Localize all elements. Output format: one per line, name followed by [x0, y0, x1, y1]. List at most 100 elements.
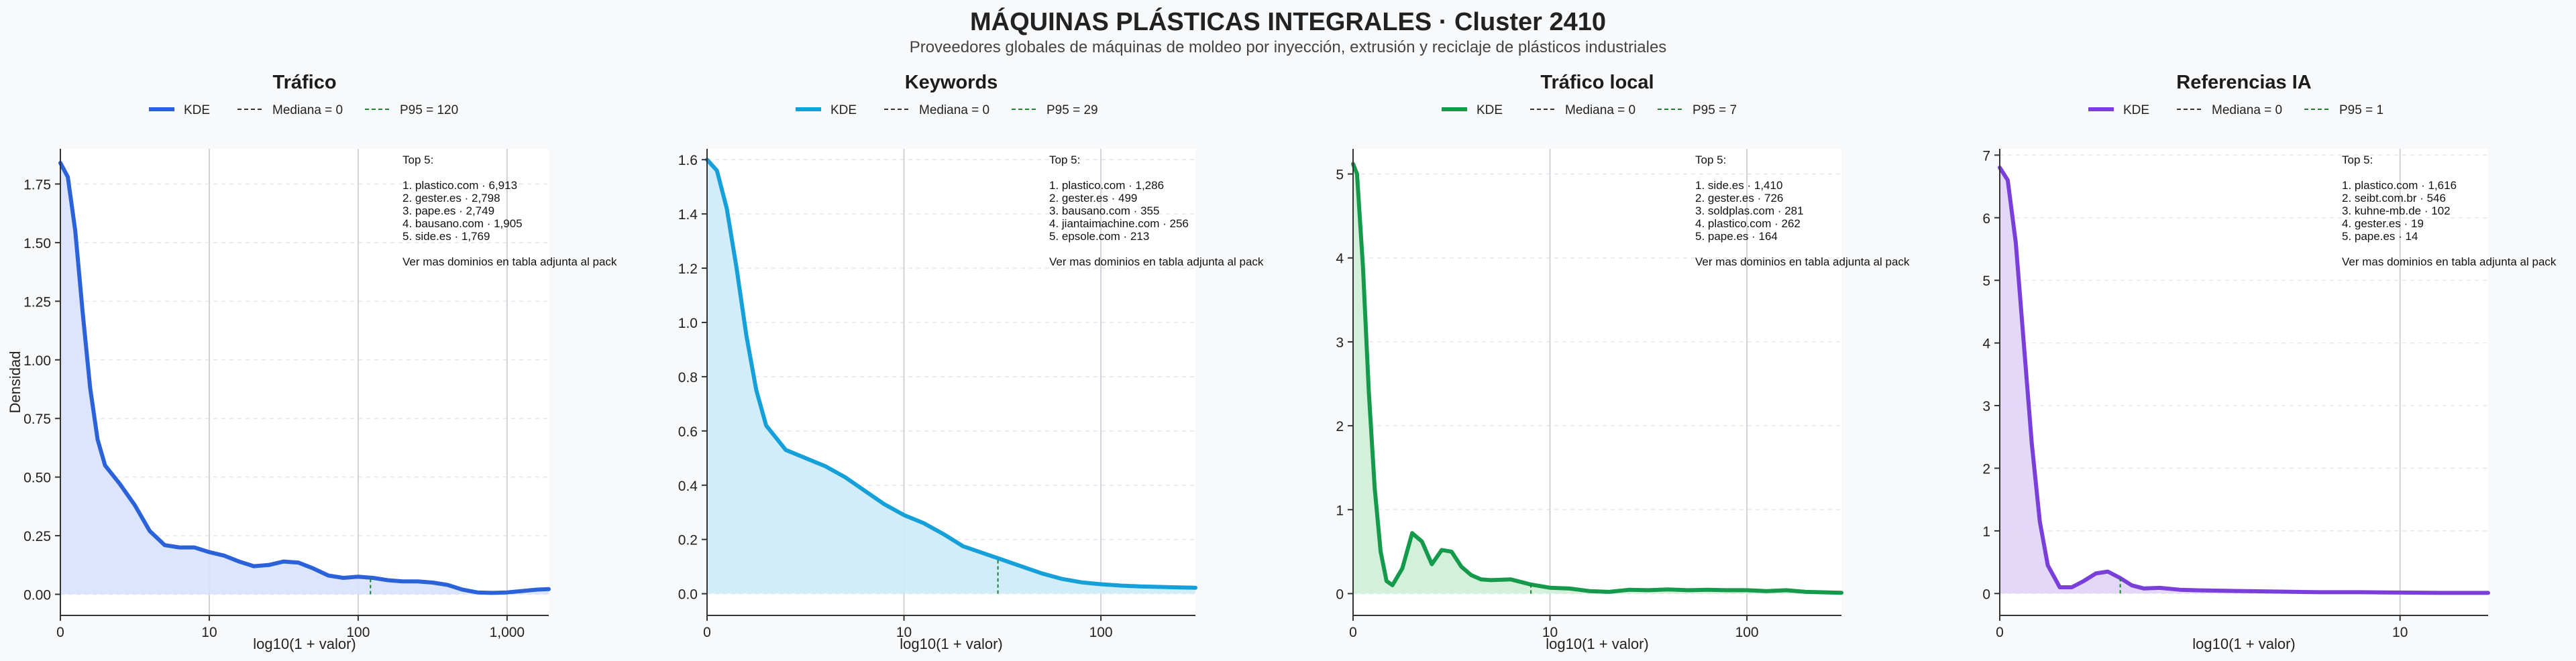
x-axis-label: log10(1 + valor)	[1546, 636, 1648, 652]
kde-line	[1998, 166, 2490, 595]
legend-kde-label: KDE	[2123, 103, 2149, 117]
figure-subtitle: Proveedores globales de máquinas de mold…	[909, 38, 1667, 56]
figure-title: MÁQUINAS PLÁSTICAS INTEGRALES · Cluster …	[969, 8, 1607, 36]
top5-item: 1. plastico.com · 1,616	[2342, 179, 2457, 192]
legend-kde-label: KDE	[1477, 103, 1503, 117]
figure-header: MÁQUINAS PLÁSTICAS INTEGRALES · Cluster …	[0, 7, 2576, 58]
kde-line	[705, 158, 1197, 590]
y-tick-label: 0.8	[678, 370, 698, 385]
y-tick-label: 0.75	[23, 412, 51, 427]
top5-note: Ver mas dominios en tabla adjunta al pac…	[1049, 255, 1264, 268]
y-tick-label: 4	[1336, 251, 1344, 267]
chart-panel-4: 0 1 2 3 4 5 6 7 0 10 log10(1 + valor) Referencias I…	[1982, 72, 2557, 652]
chart-panel-3: 0 1 2 3 4 5 0 10 100 log10(1 + valor) Tráfico loca…	[1336, 72, 1910, 652]
x-axis-label: log10(1 + valor)	[253, 636, 356, 652]
top5-item: 5. epsole.com · 213	[1049, 230, 1149, 243]
kde-line	[58, 161, 551, 595]
y-tick-label: 6	[1982, 211, 1990, 227]
top5-title: Top 5:	[1049, 154, 1080, 166]
y-tick-label: 5	[1336, 168, 1344, 183]
kde-area	[60, 163, 549, 595]
y-tick-label: 1	[1982, 524, 1990, 540]
legend-median-label: Mediana = 0	[2212, 103, 2282, 117]
panel-title: Keywords	[905, 72, 998, 93]
y-tick-label: 1.75	[23, 177, 51, 192]
top5-item: 5. side.es · 1,769	[402, 230, 490, 243]
top5-item: 4. gester.es · 19	[2342, 217, 2424, 230]
top5-item: 3. kuhne-mb.de · 102	[2342, 204, 2451, 217]
panel-title: Tráfico local	[1540, 72, 1654, 93]
x-tick-label: 10	[2392, 625, 2408, 640]
y-tick-label: 7	[1982, 148, 1990, 164]
y-tick-label: 1.0	[678, 316, 698, 331]
x-tick-label: 1,000	[490, 625, 525, 640]
plot-area	[2000, 149, 2488, 615]
y-tick-label: 1.25	[23, 294, 51, 310]
legend-p95-label: P95 = 29	[1046, 103, 1098, 117]
top5-title: Top 5:	[1695, 154, 1726, 166]
plot-area	[1353, 149, 1841, 615]
top5-item: 4. jiantaimachine.com · 256	[1049, 217, 1189, 230]
legend-kde-label: KDE	[184, 103, 210, 117]
y-tick-label: 3	[1982, 399, 1990, 414]
legend-p95-label: P95 = 7	[1693, 103, 1737, 117]
top5-item: 3. soldplas.com · 281	[1695, 204, 1804, 217]
x-tick-label: 0	[1349, 625, 1357, 640]
y-tick-label: 5	[1982, 274, 1990, 289]
x-tick-label: 100	[346, 625, 370, 640]
top5-item: 4. bausano.com · 1,905	[402, 217, 523, 230]
y-tick-label: 0.6	[678, 424, 698, 440]
y-tick-label: 1.00	[23, 353, 51, 369]
y-tick-label: 1.2	[678, 261, 698, 277]
y-tick-label: 0.50	[23, 471, 51, 486]
top5-note: Ver mas dominios en tabla adjunta al pac…	[2342, 255, 2557, 268]
x-tick-label: 0	[56, 625, 64, 640]
y-tick-label: 1	[1336, 503, 1344, 518]
x-tick-label: 0	[703, 625, 711, 640]
x-tick-label: 100	[1089, 625, 1113, 640]
top5-item: 4. plastico.com · 262	[1695, 217, 1801, 230]
top5-note: Ver mas dominios en tabla adjunta al pac…	[402, 255, 617, 268]
top5-item: 2. gester.es · 2,798	[402, 192, 500, 204]
y-tick-label: 1.4	[678, 207, 698, 223]
y-tick-label: 2	[1336, 419, 1344, 434]
x-tick-label: 10	[1542, 625, 1558, 640]
legend-median-label: Mediana = 0	[1565, 103, 1635, 117]
top5-title: Top 5:	[2342, 154, 2373, 166]
panel-title: Referencias IA	[2176, 72, 2312, 93]
y-axis-label: Densidad	[7, 351, 23, 414]
top5-item: 1. plastico.com · 6,913	[402, 179, 517, 192]
top5-note: Ver mas dominios en tabla adjunta al pac…	[1695, 255, 1910, 268]
y-tick-label: 0.4	[678, 479, 698, 494]
x-axis-label: log10(1 + valor)	[900, 636, 1002, 652]
x-tick-label: 10	[896, 625, 912, 640]
y-tick-label: 0.0	[678, 587, 698, 603]
top5-item: 2. seibt.com.br · 546	[2342, 192, 2446, 204]
kde-line	[1351, 162, 1843, 595]
top5-item: 2. gester.es · 499	[1049, 192, 1137, 204]
y-tick-label: 4	[1982, 337, 1990, 352]
top5-item: 1. plastico.com · 1,286	[1049, 179, 1164, 192]
top5-item: 5. pape.es · 14	[2342, 230, 2418, 243]
kde-area	[707, 160, 1195, 594]
y-tick-label: 1.50	[23, 236, 51, 251]
panel-title: Tráfico	[272, 72, 336, 93]
x-axis-label: log10(1 + valor)	[2192, 636, 2295, 652]
chart-panel-2: 0.0 0.2 0.4 0.6 0.8 1.0 1.2 1.4 1.6 0 10 100 log10(1…	[678, 72, 1264, 652]
y-tick-label: 0	[1336, 587, 1344, 602]
legend-p95-label: P95 = 1	[2339, 103, 2383, 117]
y-tick-label: 0.25	[23, 529, 51, 544]
y-tick-label: 0.2	[678, 533, 698, 548]
legend-p95-label: P95 = 120	[400, 103, 458, 117]
y-tick-label: 1.6	[678, 153, 698, 168]
y-tick-label: 2	[1982, 461, 1990, 477]
chart-panel-1: 0.00 0.25 0.50 0.75 1.00 1.25 1.50 1.75 0 10 100 1,…	[7, 72, 617, 652]
legend-median-label: Mediana = 0	[272, 103, 343, 117]
y-tick-label: 3	[1336, 335, 1344, 351]
top5-item: 2. gester.es · 726	[1695, 192, 1783, 204]
y-tick-label: 0.00	[23, 588, 51, 603]
top5-item: 3. pape.es · 2,749	[402, 204, 494, 217]
top5-item: 5. pape.es · 164	[1695, 230, 1778, 243]
top5-title: Top 5:	[402, 154, 433, 166]
